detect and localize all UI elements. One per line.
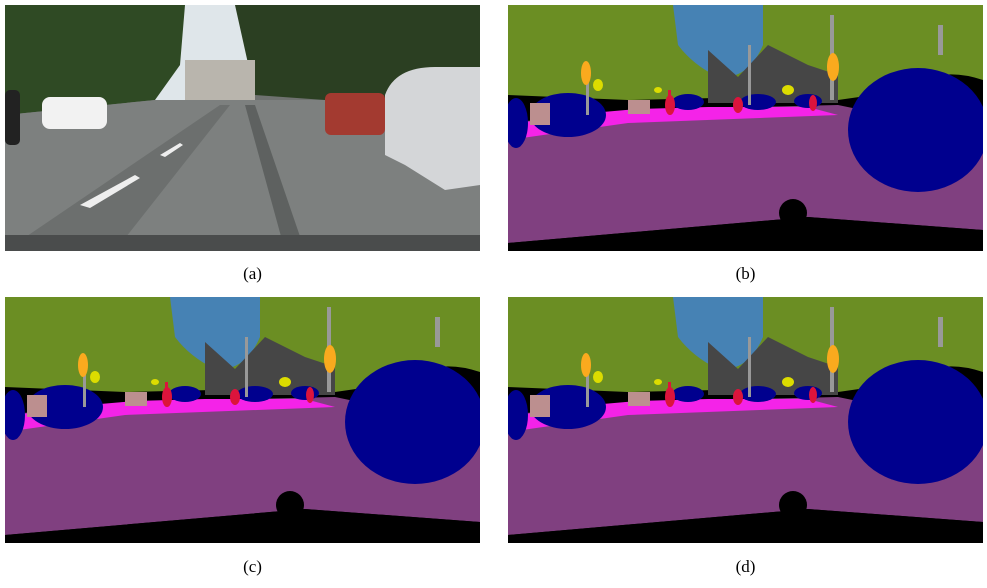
segment-region (345, 360, 480, 484)
segmentation-map (5, 297, 480, 543)
segment-region (230, 389, 240, 405)
segment-region (151, 379, 159, 385)
segment-region (162, 387, 172, 407)
segment-region (665, 95, 675, 115)
caption: (c) (15, 557, 490, 577)
segment-region (782, 85, 794, 95)
caption: (b) (508, 264, 983, 284)
segment-region (848, 360, 983, 484)
segmentation-map (508, 5, 983, 251)
segment-region (628, 392, 650, 406)
segment-region (740, 94, 776, 110)
segment-region (654, 87, 662, 93)
street-photo (5, 5, 480, 251)
segment-region (782, 377, 794, 387)
segment-region (654, 379, 662, 385)
segment-region (748, 337, 751, 397)
segment-region (593, 371, 603, 383)
segment-region (279, 377, 291, 387)
segment-region (740, 386, 776, 402)
segment-region (733, 97, 743, 113)
segment-region (324, 345, 336, 373)
segment-region (848, 68, 983, 192)
segment-region (78, 353, 88, 377)
caption: (a) (15, 264, 490, 284)
segment-region (593, 79, 603, 91)
segment-region (672, 386, 704, 402)
segment-region (628, 100, 650, 114)
segment-region (809, 95, 817, 111)
segment-region (809, 387, 817, 403)
figure: {"figure": {"panels": [{"caption": "(a)"… (0, 0, 987, 588)
segment-region (276, 491, 304, 519)
segment-region (665, 387, 675, 407)
segment-region (125, 392, 147, 406)
segment-region (827, 345, 839, 373)
caption: (d) (508, 557, 983, 577)
segment-region (237, 386, 273, 402)
segment-region (794, 94, 822, 108)
segment-region (581, 61, 591, 85)
segment-region (938, 25, 943, 55)
segment-region (938, 317, 943, 347)
segment-region (530, 103, 550, 125)
segment-region (530, 395, 550, 417)
segmentation-map (508, 297, 983, 543)
segment-region (733, 389, 743, 405)
segment-region (90, 371, 100, 383)
segment-region (245, 337, 248, 397)
segment-region (672, 94, 704, 110)
segment-region (27, 395, 47, 417)
segment-region (306, 387, 314, 403)
segment-region (779, 199, 807, 227)
segment-region (827, 53, 839, 81)
segment-region (794, 386, 822, 400)
segment-region (581, 353, 591, 377)
segment-region (169, 386, 201, 402)
segment-region (748, 45, 751, 105)
segment-region (435, 317, 440, 347)
segment-region (779, 491, 807, 519)
segment-region (291, 386, 319, 400)
